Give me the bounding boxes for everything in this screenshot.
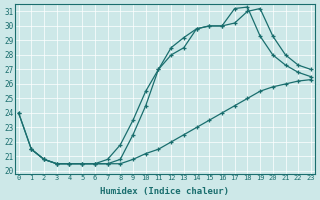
X-axis label: Humidex (Indice chaleur): Humidex (Indice chaleur) xyxy=(100,187,229,196)
